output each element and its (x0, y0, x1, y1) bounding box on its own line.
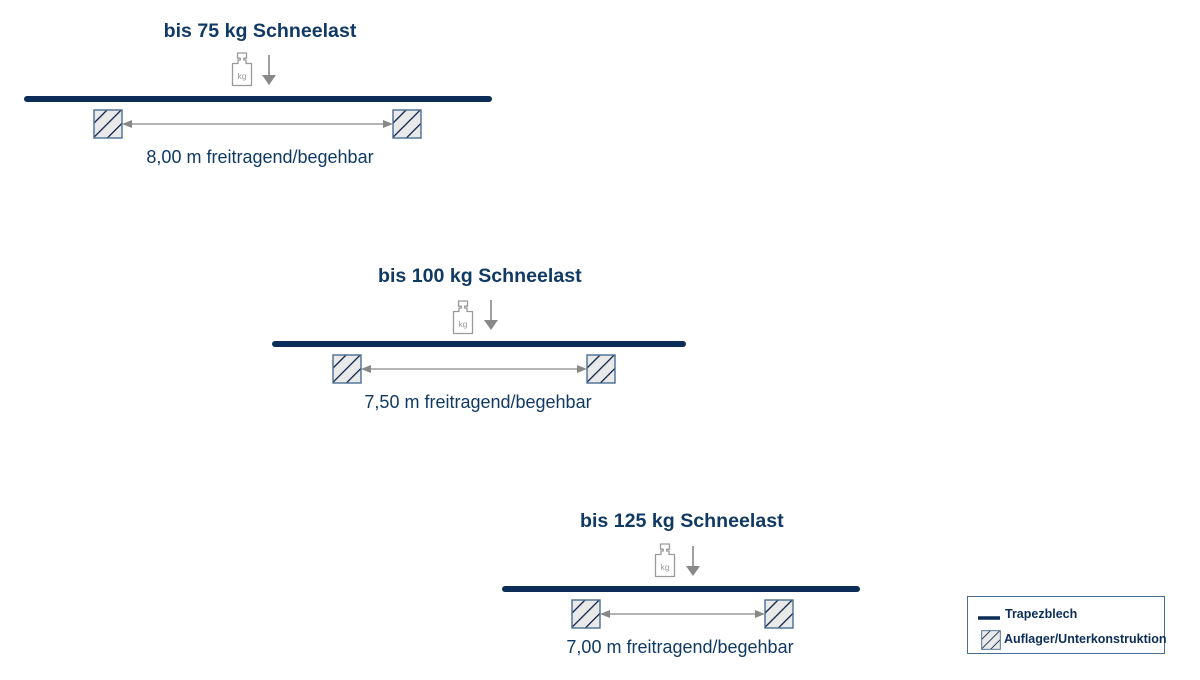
svg-text:kg: kg (661, 562, 670, 572)
svg-text:kg: kg (459, 319, 468, 329)
svg-text:kg: kg (238, 71, 247, 81)
